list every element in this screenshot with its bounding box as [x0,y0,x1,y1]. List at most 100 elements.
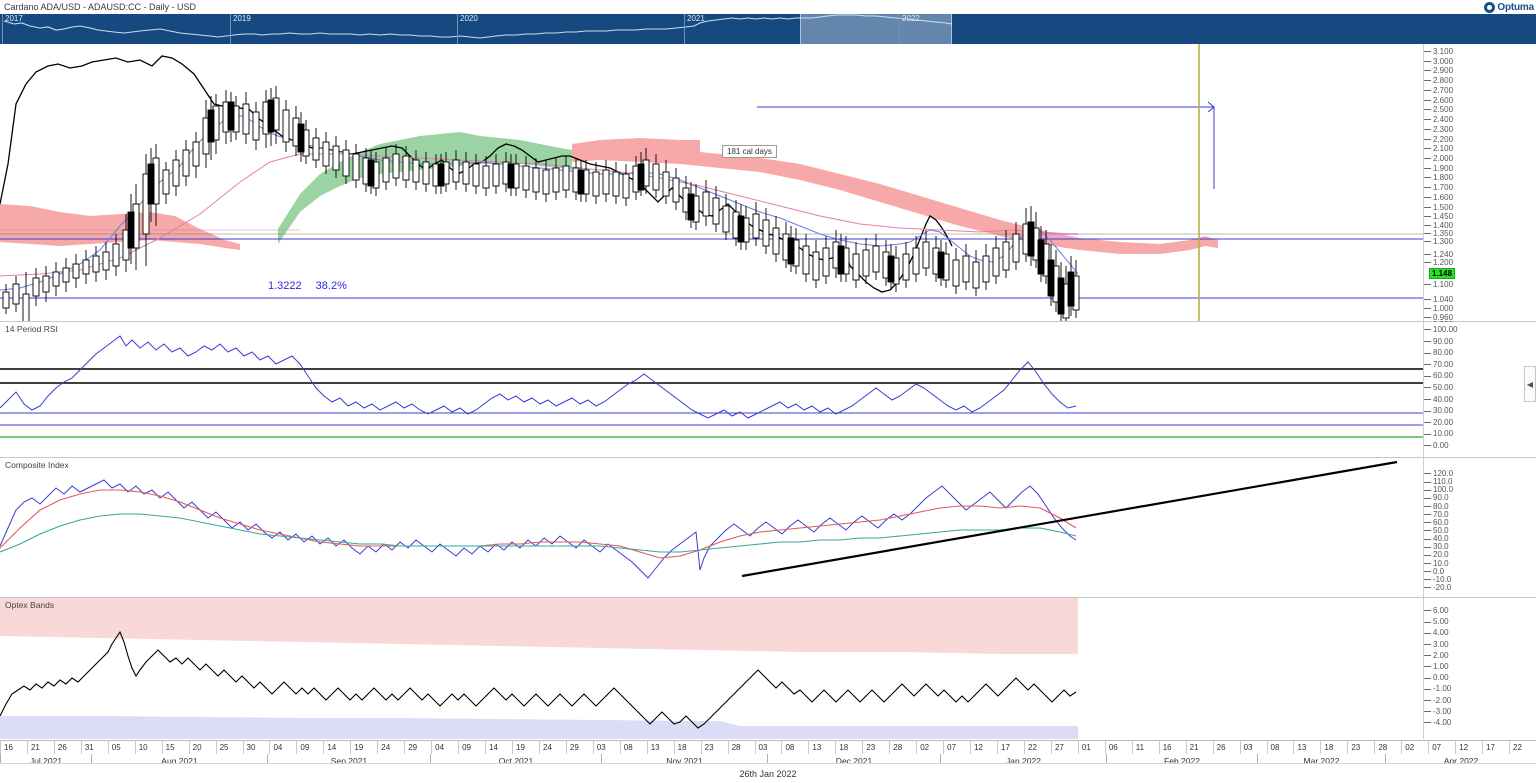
page-title: Cardano ADA/USD - ADAUSD:CC - Daily - US… [0,0,1536,14]
date-axis-day: 11 [1131,741,1159,754]
price-value-axis[interactable]: 3.100 3.000 2.900 2.800 2.700 2.600 2.500 2.400… [1423,44,1536,329]
axis-tick-label: 30.00 [1424,406,1453,415]
axis-tick-mark [1424,187,1431,189]
rsi-pane[interactable]: 14 Period RSI 100.00 90.00 80.00 70.00 60.00… [0,322,1536,458]
axis-tick-mark [1424,387,1431,389]
axis-tick-label: 1.700 [1424,183,1453,192]
axis-tick-mark [1424,579,1431,581]
date-axis-day: 15 [161,741,189,754]
chart-navigator[interactable]: 2017 2019 2020 2021 2022 [0,14,1536,44]
axis-tick-label: 3.000 [1424,57,1453,66]
axis-tick-mark [1424,241,1431,243]
axis-tick-label: 0.00 [1424,673,1449,682]
date-axis-month: Aug 2021 [91,754,267,768]
axis-tick-label: 30.0 [1424,542,1449,551]
date-axis-day: 19 [350,741,377,754]
navigator-selection-window[interactable] [800,14,952,44]
date-axis-day: 23 [1347,741,1374,754]
date-axis-day: 14 [323,741,350,754]
axis-tick-mark [1424,109,1431,111]
axis-tick-mark [1424,168,1431,170]
rsi-value-axis[interactable]: 100.00 90.00 80.00 70.00 60.00 50.00 40.00 30.0… [1423,322,1536,457]
axis-tick-label: 2.900 [1424,66,1453,75]
axis-tick-mark [1424,100,1431,102]
axis-tick-label: -20.0 [1424,583,1451,592]
axis-tick-label: 1.200 [1424,258,1453,267]
axis-tick-mark [1424,643,1431,645]
composite-index-fast-avg [0,489,1077,559]
fib-382-label: 1.3222 38.2% [268,280,347,292]
rsi-line [0,335,1077,419]
chevron-left-icon[interactable]: ◀ [1524,366,1536,402]
price-chart-svg [0,44,1423,321]
axis-tick-mark [1424,148,1431,150]
date-axis-month-label: Nov 2021 [666,756,703,766]
axis-tick-label: 1.300 [1424,237,1453,246]
axis-tick-label: 20.00 [1424,418,1453,427]
composite-index-value-axis[interactable]: 120.0 110.0 100.0 90.0 80.0 70.0 60.0 50.0 40.0 3… [1423,458,1536,597]
price-plot-area[interactable] [0,44,1423,321]
axis-tick-label: 1.450 [1424,212,1453,221]
date-axis-day: 08 [619,741,647,754]
axis-tick-label: 10.00 [1424,429,1453,438]
optex-bands-plot-area[interactable] [0,598,1423,739]
axis-tick-mark [1424,51,1431,53]
axis-tick-label: 60.00 [1424,371,1453,380]
axis-tick-mark [1424,329,1431,331]
navigator-year-2019: 2019 [230,14,251,44]
optex-bands-value-axis[interactable]: 6.00 5.00 4.00 3.00 2.00 1.00 0.00 -1.00 -2.00 -3… [1423,598,1536,739]
date-axis-day: 28 [889,741,916,754]
axis-tick-label: 2.400 [1424,115,1453,124]
axis-tick-mark [1424,481,1431,483]
axis-tick-label: 0.0 [1424,567,1444,576]
date-axis-day: 18 [835,741,862,754]
axis-tick-label: 50.0 [1424,526,1449,535]
axis-tick-mark [1424,352,1431,354]
axis-tick-mark [1424,433,1431,435]
axis-tick-label: 120.0 [1424,469,1453,478]
rsi-plot-area[interactable] [0,322,1423,457]
axis-tick-mark [1424,514,1431,516]
axis-tick-mark [1424,364,1431,366]
optex-bands-pane[interactable]: Optex Bands 6.00 5.00 4.00 3.00 2.00 1.00 0.00… [0,598,1536,740]
axis-tick-mark [1424,139,1431,141]
axis-tick-mark [1424,254,1431,256]
composite-index-plot-area[interactable] [0,458,1423,597]
rsi-chart-svg [0,335,1423,438]
axis-tick-label: 80.00 [1424,348,1453,357]
axis-tick-label: 3.00 [1424,640,1449,649]
axis-tick-label: 1.800 [1424,173,1453,182]
composite-index-pane[interactable]: Composite Index 120.0 110.0 100.0 90.0 80.0 7… [0,458,1536,598]
date-axis-day: 01 [1077,741,1105,754]
axis-tick-label: 2.800 [1424,76,1453,85]
axis-tick-mark [1424,610,1431,612]
axis-tick-mark [1424,284,1431,286]
date-axis-day: 03 [754,741,782,754]
axis-tick-mark [1424,530,1431,532]
fib-382-percent: 38.2% [315,280,347,292]
axis-tick-mark [1424,299,1431,301]
date-axis-day: 23 [862,741,889,754]
date-axis-day: 12 [1455,741,1482,754]
date-axis-day: 13 [1293,741,1320,754]
navigator-overview-line [3,14,953,39]
axis-tick-label: 40.0 [1424,534,1449,543]
date-axis-day: 17 [997,741,1024,754]
navigator-year-2022: 2022 [899,14,920,44]
date-axis-day: 04 [431,741,458,754]
date-axis-day: 07 [1428,741,1455,754]
axis-tick-mark [1424,398,1431,400]
axis-tick-label: 100.0 [1424,485,1453,494]
date-axis-day: 20 [188,741,216,754]
axis-tick-mark [1424,225,1431,227]
axis-tick-label: -1.00 [1424,684,1451,693]
date-axis-day: 27 [1050,741,1078,754]
date-axis-day: 26 [1212,741,1240,754]
axis-tick-mark [1424,562,1431,564]
axis-tick-label: 5.00 [1424,617,1449,626]
date-axis-day: 02 [916,741,943,754]
date-axis-day: 19 [512,741,539,754]
axis-tick-label: 1.900 [1424,164,1453,173]
date-axis-day: 09 [296,741,323,754]
